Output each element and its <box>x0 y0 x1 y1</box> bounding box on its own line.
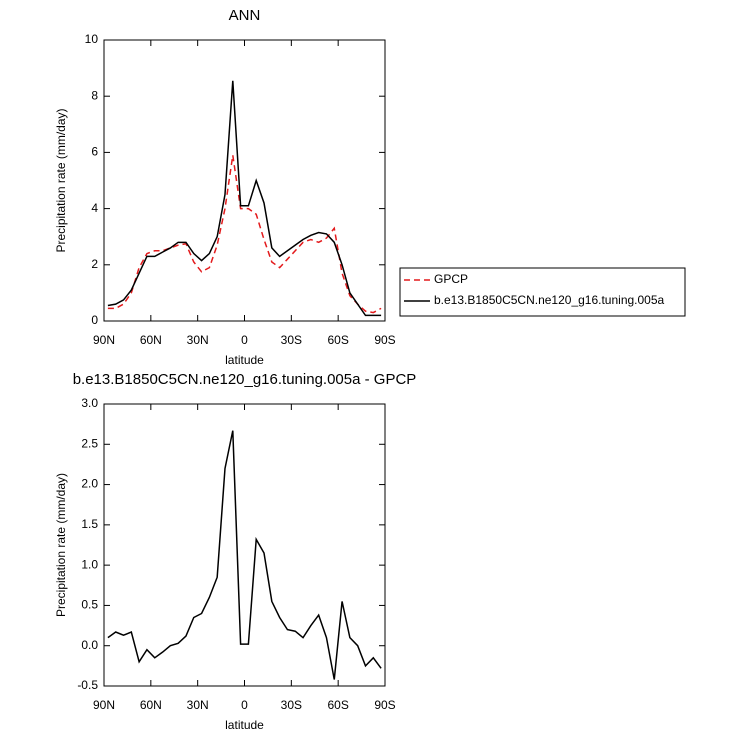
chart-title: ANN <box>229 7 261 24</box>
x-tick-label: 90N <box>93 698 115 712</box>
x-tick-label: 60S <box>327 333 348 347</box>
y-tick-label: 0.5 <box>81 598 98 612</box>
x-tick-label: 30S <box>281 333 302 347</box>
y-tick-label: 0 <box>91 313 98 327</box>
x-tick-label: 0 <box>241 698 248 712</box>
y-tick-label: 8 <box>91 88 98 102</box>
legend-box <box>399 267 686 317</box>
y-axis-label: Precipitation rate (mm/day) <box>54 108 68 252</box>
x-tick-label: 60N <box>140 333 162 347</box>
chart-title: b.e13.B1850C5CN.ne120_g16.tuning.005a - … <box>73 371 417 388</box>
y-tick-label: 4 <box>91 201 98 215</box>
series-line <box>107 155 382 314</box>
series-line <box>107 80 382 317</box>
y-tick-label: 3.0 <box>81 396 98 410</box>
x-tick-label: 90N <box>93 333 115 347</box>
y-tick-label: 1.5 <box>81 517 98 531</box>
x-tick-label: 90S <box>374 698 395 712</box>
y-axis-label: Precipitation rate (mm/day) <box>54 473 68 617</box>
plot-frame <box>103 39 386 322</box>
y-tick-label: 2.5 <box>81 436 98 450</box>
y-tick-label: 1.0 <box>81 557 98 571</box>
y-tick-label: 0.0 <box>81 638 98 652</box>
x-tick-label: 90S <box>374 333 395 347</box>
y-tick-label: 2.0 <box>81 477 98 491</box>
x-axis-label: latitude <box>225 353 264 367</box>
legend-label: b.e13.B1850C5CN.ne120_g16.tuning.005a <box>434 293 665 307</box>
x-tick-label: 60N <box>140 698 162 712</box>
x-tick-label: 30S <box>281 698 302 712</box>
x-tick-label: 30N <box>187 698 209 712</box>
y-tick-label: -0.5 <box>77 678 98 692</box>
y-tick-label: 2 <box>91 257 98 271</box>
y-tick-label: 10 <box>85 32 99 46</box>
x-tick-label: 60S <box>327 698 348 712</box>
y-tick-label: 6 <box>91 145 98 159</box>
x-axis-label: latitude <box>225 718 264 732</box>
x-tick-label: 0 <box>241 333 248 347</box>
series-line <box>107 430 382 680</box>
legend-label: GPCP <box>434 272 468 286</box>
x-tick-label: 30N <box>187 333 209 347</box>
